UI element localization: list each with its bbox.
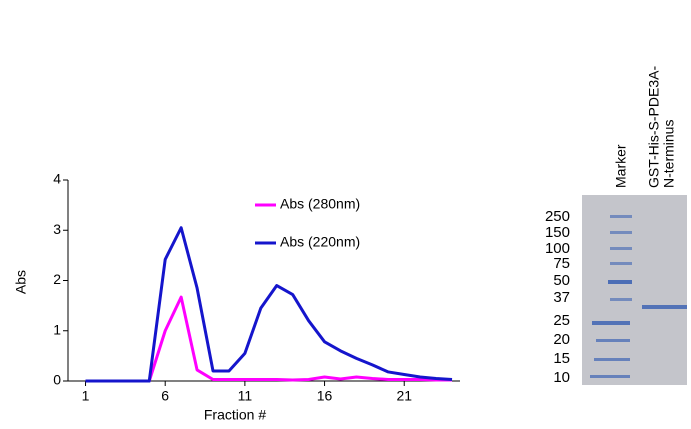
y-tick-label: 2: [53, 271, 61, 287]
marker-label: 50: [553, 272, 570, 289]
marker-label: 75: [553, 255, 570, 272]
marker-label: 10: [553, 369, 570, 386]
x-tick-label: 1: [82, 388, 90, 404]
x-tick-label: 6: [161, 388, 169, 404]
data-line: [86, 228, 453, 381]
x-tick-label: 11: [238, 388, 253, 404]
sample-band: [642, 305, 687, 309]
x-tick-label: 21: [396, 388, 412, 404]
gel: [582, 195, 687, 385]
lane-label: Marker: [613, 144, 629, 188]
x-tick-label: 16: [317, 388, 333, 404]
marker-label: 150: [545, 224, 570, 241]
marker-label: 15: [553, 350, 570, 367]
y-tick-label: 0: [53, 372, 61, 388]
marker-label: 20: [553, 331, 570, 348]
figure: Abs Fraction # 0123416111621Abs (280nm)A…: [0, 0, 691, 429]
y-tick-label: 4: [53, 171, 61, 187]
data-line: [86, 297, 453, 381]
lane-label: N-terminus: [661, 120, 677, 188]
lane-label: GST-His-S-PDE3A-: [646, 66, 662, 188]
marker-label: 25: [553, 312, 570, 329]
y-tick-label: 3: [53, 221, 61, 237]
legend-label: Abs (280nm): [280, 196, 360, 212]
y-axis-label: Abs: [13, 270, 29, 294]
legend-label: Abs (220nm): [280, 234, 360, 250]
y-tick-label: 1: [53, 321, 61, 337]
x-axis-label: Fraction #: [204, 407, 266, 423]
marker-label: 37: [553, 289, 570, 306]
marker-label: 250: [545, 208, 570, 225]
